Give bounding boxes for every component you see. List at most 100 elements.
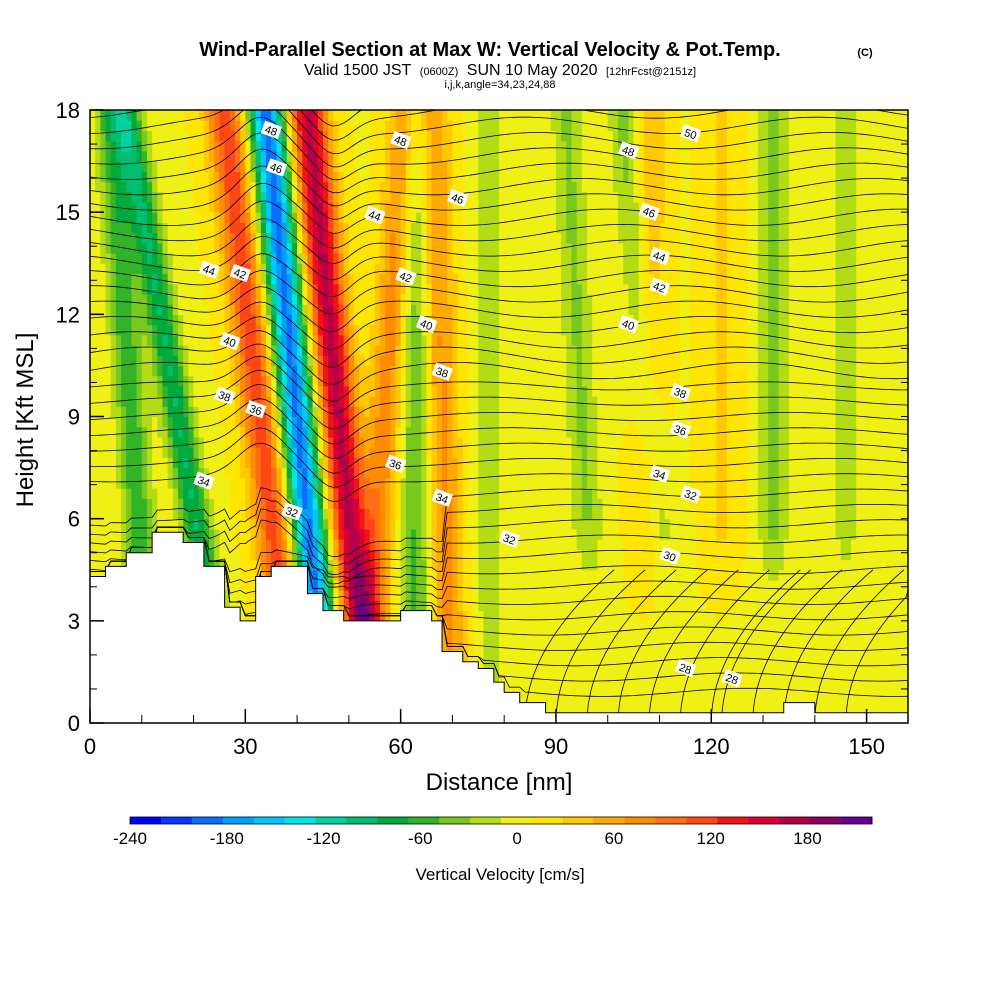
- velocity-cell: [488, 385, 495, 397]
- velocity-cell: [364, 416, 371, 428]
- velocity-cell: [421, 590, 428, 601]
- velocity-cell: [297, 385, 303, 397]
- velocity-cell: [395, 488, 402, 499]
- velocity-cell: [385, 590, 391, 601]
- velocity-cell: [121, 181, 127, 193]
- velocity-cell: [395, 120, 402, 132]
- velocity-cell: [395, 590, 402, 601]
- velocity-cell: [431, 569, 438, 581]
- velocity-cell: [343, 110, 350, 121]
- velocity-cell: [421, 130, 428, 142]
- velocity-cell: [90, 253, 96, 264]
- velocity-cell: [188, 436, 195, 448]
- velocity-cell: [224, 549, 231, 561]
- velocity-cell: [203, 488, 210, 499]
- velocity-cell: [312, 324, 319, 336]
- velocity-cell: [198, 140, 205, 152]
- velocity-cell: [286, 140, 293, 152]
- velocity-cell: [379, 181, 386, 193]
- velocity-cell: [302, 273, 309, 285]
- velocity-cell: [462, 600, 469, 612]
- velocity-cell: [359, 150, 365, 162]
- velocity-cell: [276, 477, 283, 489]
- velocity-cell: [250, 293, 257, 305]
- velocity-cell: [100, 242, 107, 254]
- velocity-cell: [467, 641, 474, 653]
- velocity-cell: [281, 242, 288, 254]
- velocity-cell: [276, 140, 283, 152]
- velocity-cell: [504, 344, 510, 356]
- velocity-cell: [291, 171, 298, 183]
- velocity-cell: [172, 273, 179, 285]
- velocity-cell: [224, 365, 231, 377]
- velocity-cell: [514, 447, 521, 458]
- velocity-cell: [493, 140, 500, 152]
- velocity-cell: [224, 355, 231, 367]
- velocity-cell: [297, 110, 303, 121]
- velocity-cell: [493, 671, 500, 683]
- velocity-cell: [354, 508, 360, 520]
- velocity-cell: [436, 263, 443, 275]
- velocity-cell: [307, 110, 314, 121]
- velocity-cell: [146, 498, 153, 510]
- velocity-cell: [364, 396, 371, 407]
- velocity-cell: [286, 181, 293, 193]
- velocity-cell: [488, 539, 495, 550]
- velocity-cell: [509, 334, 516, 346]
- velocity-cell: [162, 293, 169, 305]
- velocity-cell: [333, 324, 340, 336]
- velocity-cell: [467, 385, 474, 397]
- velocity-cell: [146, 120, 153, 132]
- velocity-cell: [405, 375, 412, 387]
- velocity-cell: [115, 150, 122, 162]
- velocity-cell: [473, 579, 479, 591]
- velocity-cell: [183, 416, 189, 428]
- velocity-cell: [302, 293, 309, 305]
- velocity-cell: [193, 334, 200, 346]
- velocity-cell: [250, 559, 257, 571]
- velocity-cell: [146, 253, 153, 264]
- velocity-cell: [488, 447, 495, 458]
- velocity-cell: [333, 396, 340, 407]
- velocity-cell: [157, 181, 164, 193]
- velocity-cell: [483, 263, 490, 275]
- velocity-cell: [260, 181, 267, 193]
- velocity-cell: [504, 651, 510, 663]
- velocity-cell: [224, 181, 231, 193]
- velocity-cell: [183, 140, 189, 152]
- velocity-cell: [390, 385, 397, 397]
- velocity-cell: [266, 539, 272, 550]
- velocity-cell: [488, 651, 495, 663]
- velocity-cell: [395, 467, 402, 479]
- velocity-cell: [359, 447, 365, 458]
- velocity-cell: [499, 253, 505, 264]
- velocity-cell: [95, 477, 101, 489]
- velocity-cell: [198, 365, 205, 377]
- velocity-cell: [255, 396, 262, 407]
- velocity-cell: [209, 120, 215, 132]
- velocity-cell: [266, 283, 272, 295]
- velocity-cell: [115, 324, 122, 336]
- velocity-cell: [250, 304, 257, 315]
- velocity-cell: [105, 130, 112, 142]
- velocity-cell: [260, 242, 267, 254]
- velocity-cell: [431, 406, 438, 418]
- velocity-cell: [359, 293, 365, 305]
- velocity-cell: [338, 232, 345, 244]
- velocity-cell: [457, 426, 464, 438]
- velocity-cell: [509, 579, 516, 591]
- velocity-cell: [115, 396, 122, 407]
- velocity-cell: [203, 130, 210, 142]
- velocity-cell: [442, 324, 448, 336]
- velocity-cell: [115, 528, 122, 540]
- velocity-cell: [234, 304, 241, 315]
- velocity-cell: [307, 334, 314, 346]
- velocity-cell: [514, 620, 521, 632]
- velocity-cell: [136, 488, 143, 499]
- velocity-cell: [240, 293, 246, 305]
- velocity-cell: [483, 467, 490, 479]
- velocity-cell: [478, 528, 485, 540]
- velocity-cell: [312, 273, 319, 285]
- velocity-cell: [193, 467, 200, 479]
- velocity-cell: [266, 191, 272, 203]
